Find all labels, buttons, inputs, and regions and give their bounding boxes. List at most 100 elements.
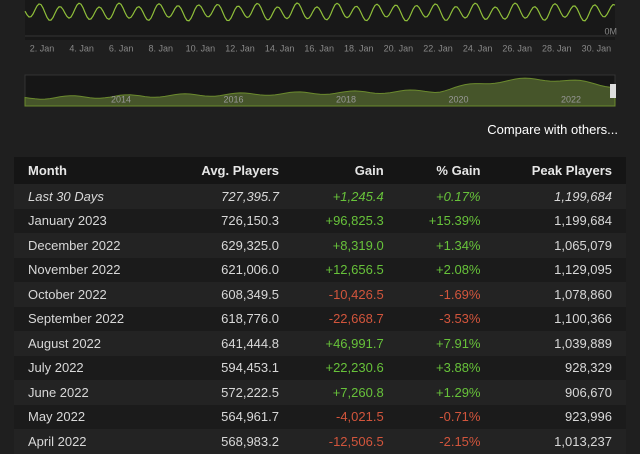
navigator-label: 2016 (223, 94, 243, 104)
table-cell: -2.15% (397, 429, 495, 454)
column-header: Gain (292, 157, 398, 184)
navigator-label: 2022 (561, 94, 581, 104)
table-cell: -0.71% (397, 404, 495, 429)
chart: 2. Jan 4. Jan 6. Jan 8. Jan 10. Jan 12. Jan 14… (0, 0, 640, 150)
navigator-handle[interactable] (610, 84, 616, 98)
x-tick-label: 10. Jan (186, 43, 216, 53)
table-cell: July 2022 (14, 355, 165, 380)
navigator-label: 2018 (336, 94, 356, 104)
table-cell: 1,065,079 (494, 233, 626, 258)
x-tick-label: 4. Jan (69, 43, 94, 53)
table-cell: 572,222.5 (164, 380, 293, 405)
player-line (24, 2, 616, 22)
table-cell: -12,506.5 (292, 429, 398, 454)
table-cell: 726,150.3 (164, 208, 293, 233)
table-cell: June 2022 (14, 380, 165, 405)
table-cell: +0.17% (397, 184, 495, 209)
table-cell: 1,199,684 (494, 184, 626, 209)
x-tick-label: 12. Jan (225, 43, 255, 53)
table-cell: +46,991.7 (292, 331, 398, 356)
table-row: October 2022 608,349.5 -10,426.5 -1.69% 1,07… (14, 282, 626, 307)
table-row: April 2022 568,983.2 -12,506.5 -2.15% 1,013,… (14, 429, 626, 454)
column-header: Month (14, 157, 165, 184)
table-row: August 2022 641,444.8 +46,991.7 +7.91% 1,039… (14, 331, 626, 356)
column-header: Avg. Players (164, 157, 293, 184)
table-cell: 621,006.0 (164, 257, 293, 282)
x-tick-label: 8. Jan (149, 43, 174, 53)
x-tick-label: 6. Jan (109, 43, 134, 53)
table-cell: December 2022 (14, 233, 165, 258)
table-cell: +96,825.3 (292, 208, 398, 233)
table-cell: +15.39% (397, 208, 495, 233)
table-cell: -3.53% (397, 306, 495, 331)
table-cell: 1,100,366 (494, 306, 626, 331)
table-cell: September 2022 (14, 306, 165, 331)
x-tick-label: 2. Jan (30, 43, 55, 53)
table-row: July 2022 594,453.1 +22,230.6 +3.88% 928,329 (14, 355, 626, 380)
table-cell: October 2022 (14, 282, 165, 307)
table-cell: +12,656.5 (292, 257, 398, 282)
table-cell: August 2022 (14, 331, 165, 356)
table-cell: +22,230.6 (292, 355, 398, 380)
table-cell: 1,078,860 (494, 282, 626, 307)
table-row: November 2022 621,006.0 +12,656.5 +2.08% 1,1… (14, 257, 626, 282)
table-cell: November 2022 (14, 257, 165, 282)
table-cell: 594,453.1 (164, 355, 293, 380)
table-cell: 1,199,684 (494, 208, 626, 233)
compare-link[interactable]: Compare with others... (487, 122, 618, 137)
table-cell: 608,349.5 (164, 282, 293, 307)
table-cell: January 2023 (14, 208, 165, 233)
table-cell: 629,325.0 (164, 233, 293, 258)
table-row: Last 30 Days 727,395.7 +1,245.4 +0.17% 1,199… (14, 184, 626, 209)
navigator-label: 2014 (111, 94, 131, 104)
table-cell: Last 30 Days (14, 184, 165, 209)
x-tick-label: 26. Jan (502, 43, 532, 53)
table-row: January 2023 726,150.3 +96,825.3 +15.39% 1,1… (14, 208, 626, 233)
table-cell: 928,329 (494, 355, 626, 380)
x-tick-label: 20. Jan (384, 43, 414, 53)
x-tick-label: 18. Jan (344, 43, 374, 53)
column-header: % Gain (397, 157, 495, 184)
x-tick-label: 14. Jan (265, 43, 295, 53)
table-cell: 727,395.7 (164, 184, 293, 209)
column-header: Peak Players (494, 157, 626, 184)
table-row: June 2022 572,222.5 +7,260.8 +1.29% 906,670 (14, 380, 626, 405)
table-row: September 2022 618,776.0 -22,668.7 -3.53% 1,… (14, 306, 626, 331)
x-tick-label: 16. Jan (304, 43, 334, 53)
table-cell: +1.29% (397, 380, 495, 405)
table-cell: -1.69% (397, 282, 495, 307)
x-tick-label: 24. Jan (463, 43, 493, 53)
table-cell: 923,996 (494, 404, 626, 429)
table-cell: +3.88% (397, 355, 495, 380)
table-cell: 1,013,237 (494, 429, 626, 454)
table-cell: +8,319.0 (292, 233, 398, 258)
x-tick-label: 28. Jan (542, 43, 572, 53)
table-cell: 568,983.2 (164, 429, 293, 454)
table-cell: May 2022 (14, 404, 165, 429)
table-cell: +7,260.8 (292, 380, 398, 405)
table-cell: 618,776.0 (164, 306, 293, 331)
table-cell: 564,961.7 (164, 404, 293, 429)
table-cell: April 2022 (14, 429, 165, 454)
table-cell: -10,426.5 (292, 282, 398, 307)
table-cell: -22,668.7 (292, 306, 398, 331)
navigator-area (24, 77, 616, 107)
plot-area (25, 0, 615, 40)
table-row: December 2022 629,325.0 +8,319.0 +1.34% 1,06… (14, 233, 626, 258)
table-row: May 2022 564,961.7 -4,021.5 -0.71% 923,996 (14, 404, 626, 429)
table-cell: 906,670 (494, 380, 626, 405)
x-tick-label: 22. Jan (423, 43, 453, 53)
table-cell: 1,039,889 (494, 331, 626, 356)
table-cell: +1.34% (397, 233, 495, 258)
table-cell: +1,245.4 (292, 184, 398, 209)
y-axis-label: 0M (604, 26, 617, 36)
table-cell: +2.08% (397, 257, 495, 282)
table-cell: 641,444.8 (164, 331, 293, 356)
x-tick-label: 30. Jan (582, 43, 612, 53)
table-cell: -4,021.5 (292, 404, 398, 429)
table-cell: +7.91% (397, 331, 495, 356)
stats-table: Month Avg. Players Gain% Gain Peak Players L… (14, 157, 626, 454)
table-cell: 1,129,095 (494, 257, 626, 282)
navigator-label: 2020 (448, 94, 468, 104)
